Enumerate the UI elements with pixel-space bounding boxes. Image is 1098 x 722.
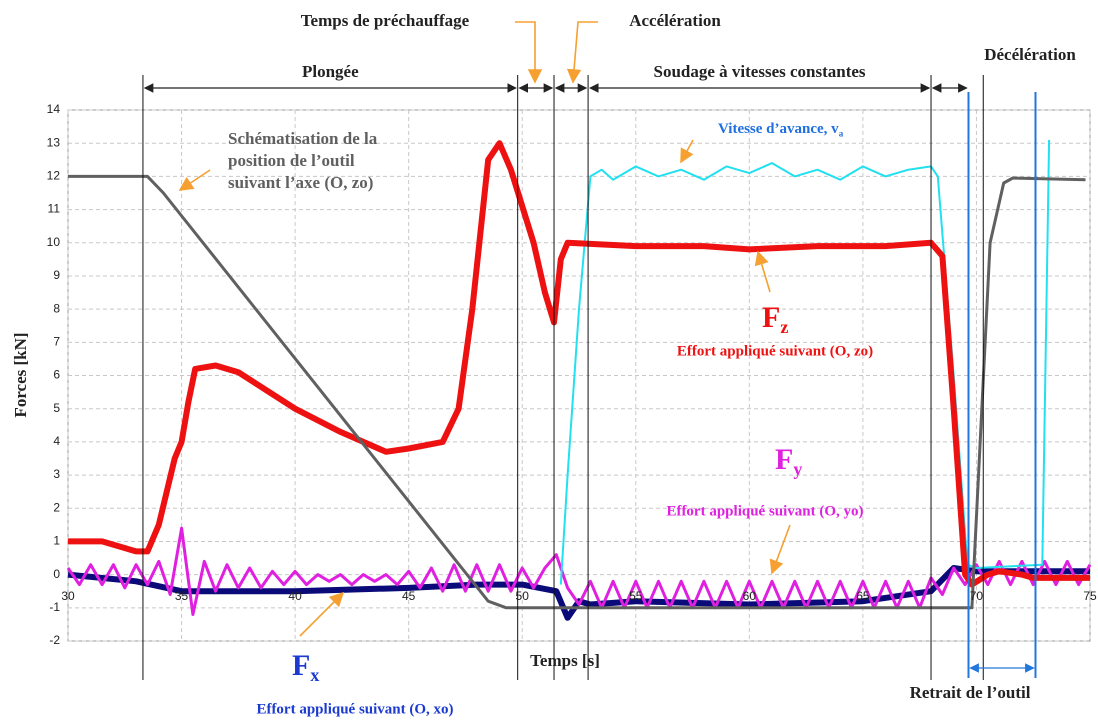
y-tick-label: 5 xyxy=(53,401,60,415)
series-line xyxy=(67,565,1090,621)
y-axis-label: Forces [kN] xyxy=(11,332,30,417)
series-label: suivant l’axe (O, zo) xyxy=(228,173,373,192)
y-tick-label: 3 xyxy=(53,467,60,481)
series-name: Fy xyxy=(775,443,802,479)
series-name: Fz xyxy=(762,301,788,337)
series-label: Schématisation de la xyxy=(228,129,378,148)
y-tick-label: 6 xyxy=(53,368,60,382)
x-tick-label: 50 xyxy=(516,589,530,603)
series-line xyxy=(68,174,1086,610)
y-tick-label: 7 xyxy=(53,334,60,348)
x-tick-label: 40 xyxy=(288,589,302,603)
series-label: Effort appliqué suivant (O, xo) xyxy=(256,701,453,717)
y-tick-label: 9 xyxy=(53,268,60,282)
x-tick-label: 65 xyxy=(856,589,870,603)
x-tick-label: 30 xyxy=(61,589,75,603)
series-name: Vitesse d’avance, va xyxy=(718,121,844,138)
phase-label: Plongée xyxy=(302,62,359,81)
y-tick-label: -1 xyxy=(49,600,60,614)
y-tick-label: 12 xyxy=(47,169,61,183)
y-tick-label: 11 xyxy=(48,202,61,216)
series-line xyxy=(68,140,1090,588)
pointer-arrows xyxy=(178,21,791,637)
x-tick-label: 35 xyxy=(175,589,189,603)
phase-label: Retrait de l’outil xyxy=(910,683,1031,702)
y-tick-label: 8 xyxy=(53,301,60,315)
y-tick-label: -2 xyxy=(49,633,60,647)
phase-label: Soudage à vitesses constantes xyxy=(654,62,866,81)
x-tick-label: 75 xyxy=(1083,589,1097,603)
x-tick-label: 45 xyxy=(402,589,416,603)
y-tick-label: 13 xyxy=(47,135,61,149)
x-tick-label: 70 xyxy=(970,589,984,603)
x-tick-label: 60 xyxy=(743,589,757,603)
phase-label: Décélération xyxy=(984,45,1076,64)
series-name: Fx xyxy=(292,649,319,685)
series-label: position de l’outil xyxy=(228,151,355,170)
phase-label: Accélération xyxy=(629,11,721,30)
series-label: Effort appliqué suivant (O, zo) xyxy=(677,343,873,359)
y-tick-label: 2 xyxy=(53,500,60,514)
y-tick-label: 1 xyxy=(53,534,60,548)
y-tick-label: 14 xyxy=(47,102,61,116)
x-tick-label: 55 xyxy=(629,589,643,603)
y-tick-label: 10 xyxy=(47,235,61,249)
y-tick-label: 4 xyxy=(53,434,60,448)
phase-label: Temps de préchauffage xyxy=(301,11,470,30)
series-label: Effort appliqué suivant (O, yo) xyxy=(666,503,863,519)
x-axis-label: Temps [s] xyxy=(530,651,600,670)
y-tick-label: 0 xyxy=(53,567,60,581)
